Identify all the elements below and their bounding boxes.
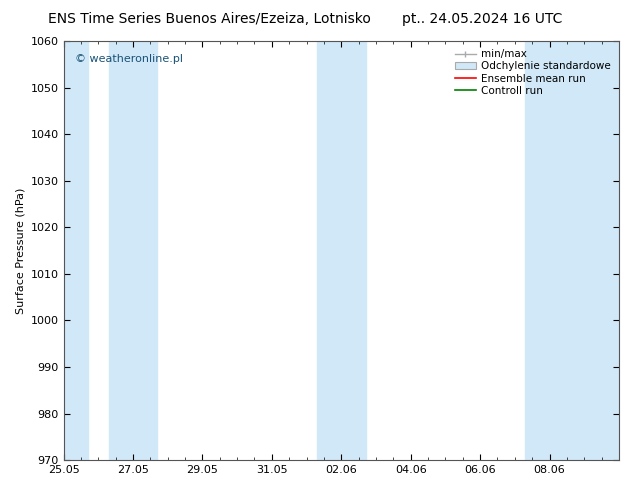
Bar (525, 41, 619, 460)
Bar (108, 41, 157, 460)
Legend: min/max, Odchylenie standardowe, Ensemble mean run, Controll run: min/max, Odchylenie standardowe, Ensembl… (452, 46, 614, 99)
Y-axis label: Surface Pressure (hPa): Surface Pressure (hPa) (15, 187, 25, 314)
Text: ENS Time Series Buenos Aires/Ezeiza, Lotnisko: ENS Time Series Buenos Aires/Ezeiza, Lot… (48, 12, 371, 26)
Bar (63, 41, 88, 460)
Bar (317, 41, 366, 460)
Text: pt.. 24.05.2024 16 UTC: pt.. 24.05.2024 16 UTC (402, 12, 562, 26)
Text: © weatheronline.pl: © weatheronline.pl (75, 53, 183, 64)
